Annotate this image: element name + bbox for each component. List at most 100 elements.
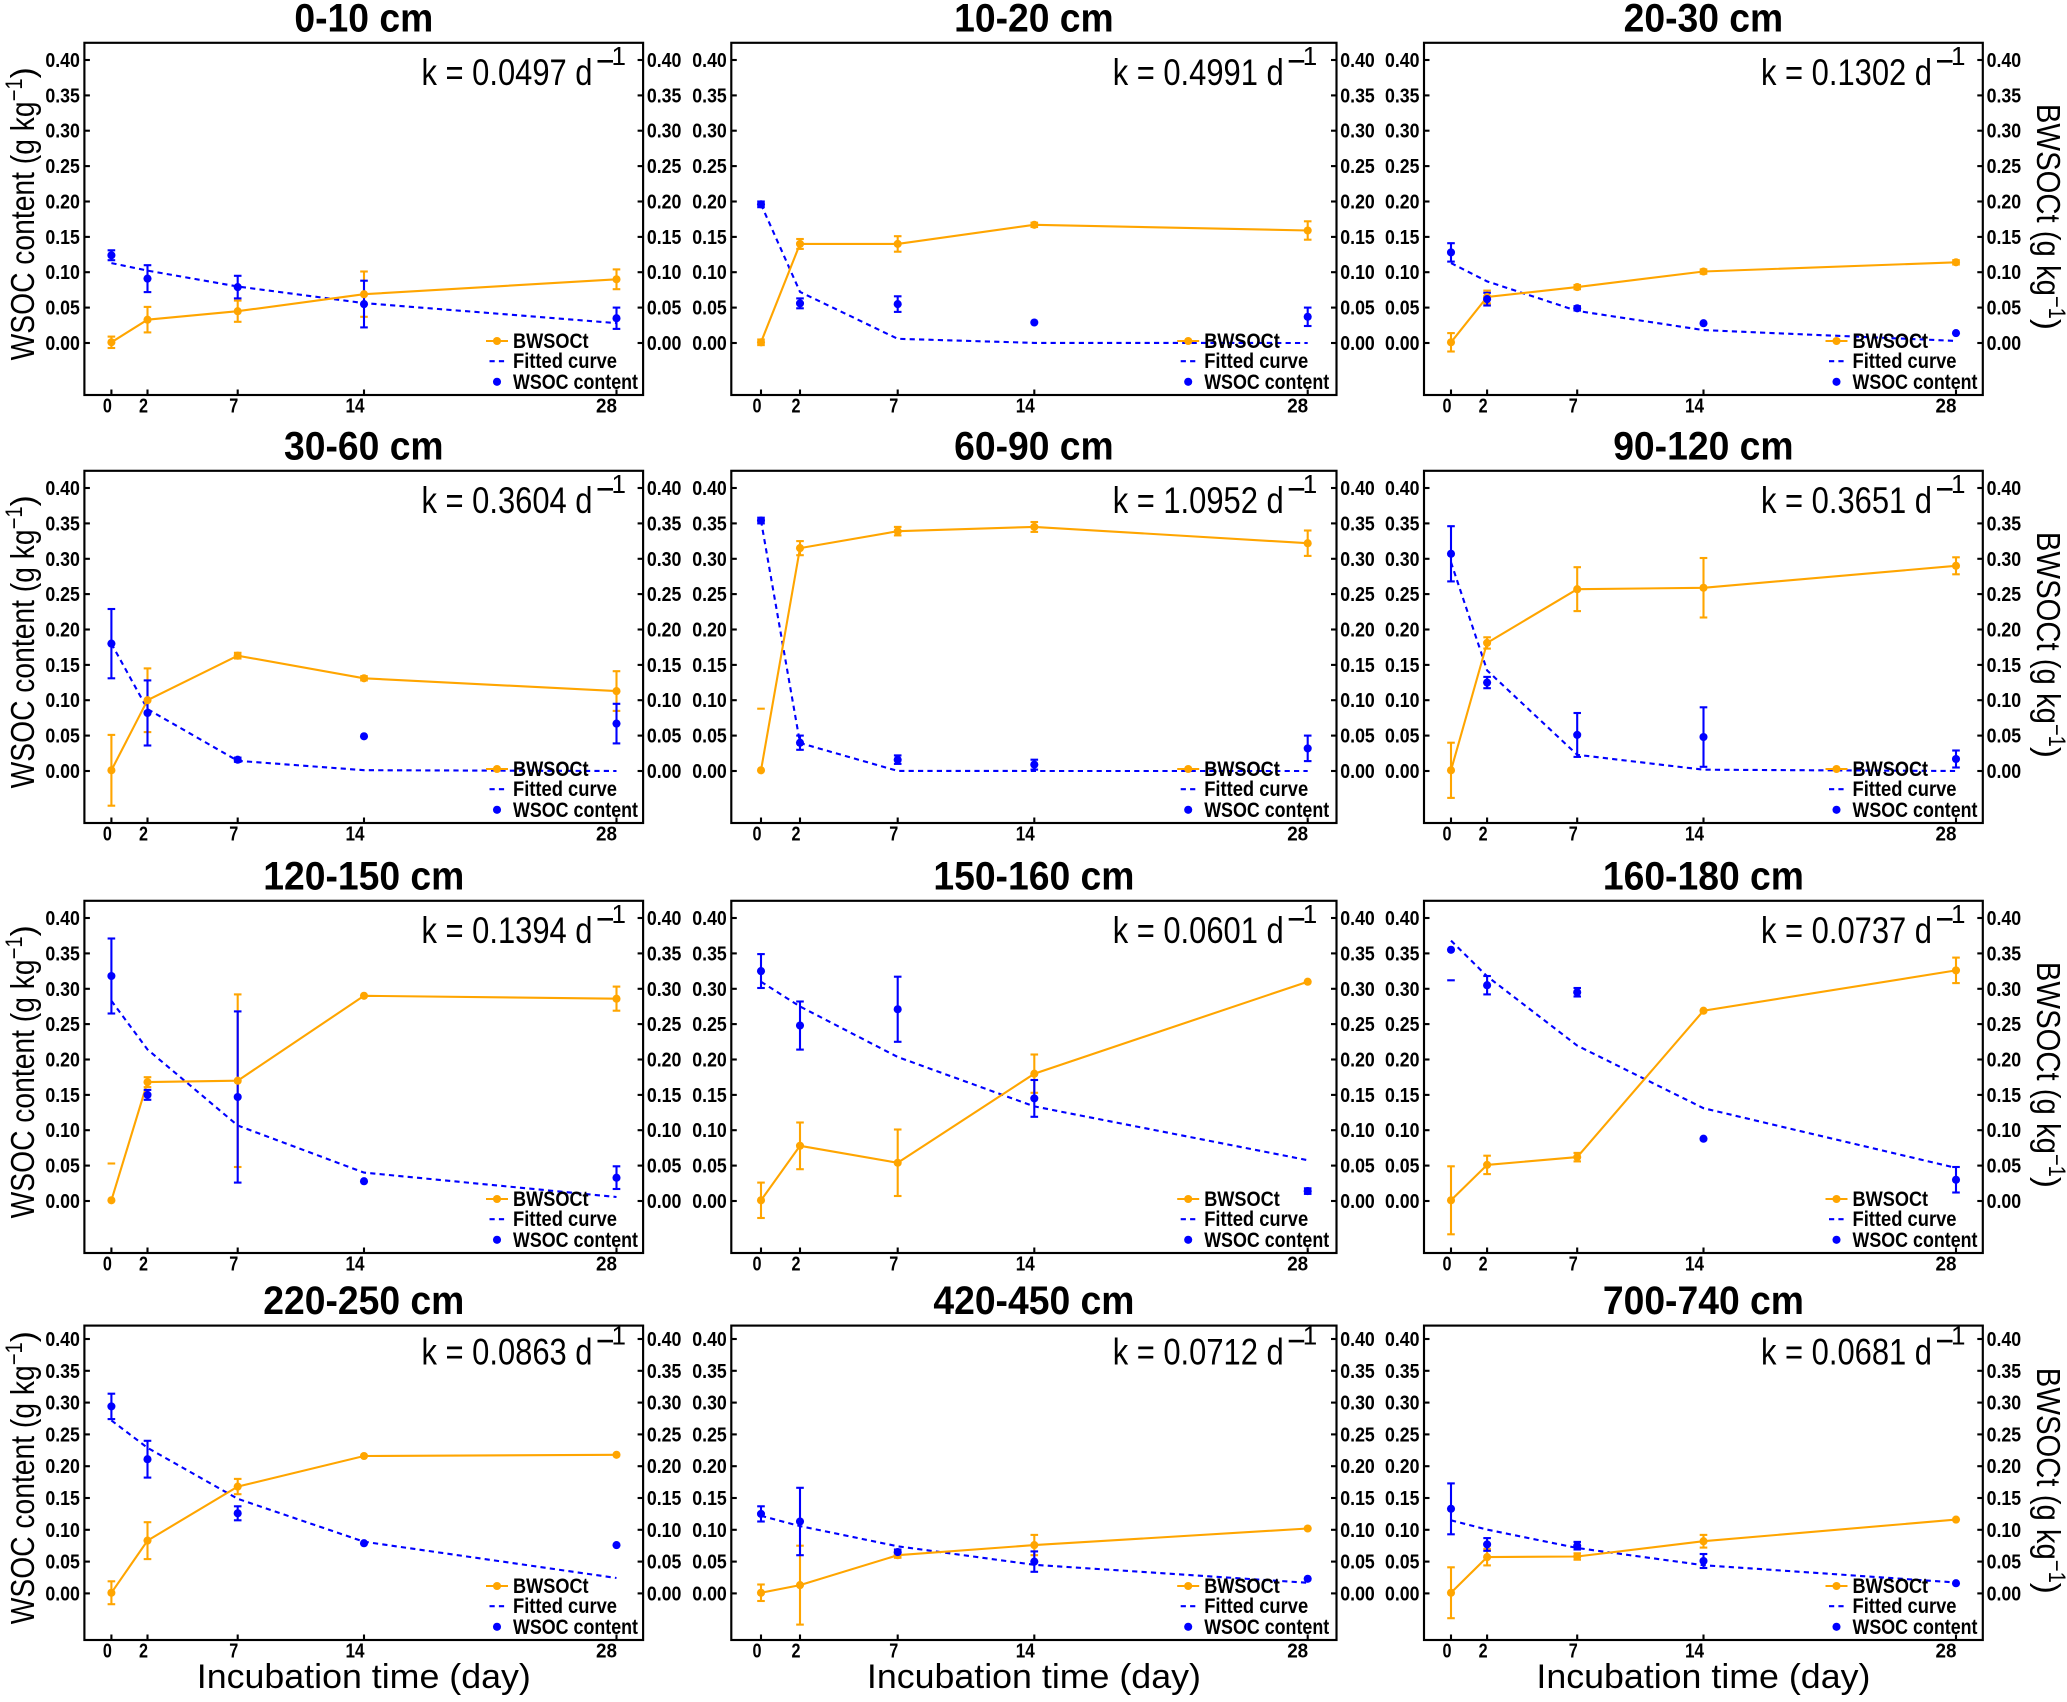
svg-text:0.10: 0.10 xyxy=(692,1519,727,1542)
svg-text:WSOC content: WSOC content xyxy=(513,1229,638,1252)
svg-text:0.40: 0.40 xyxy=(647,907,682,930)
svg-text:0.30: 0.30 xyxy=(1987,1392,2022,1415)
svg-text:0.15: 0.15 xyxy=(1987,1487,2022,1510)
svg-text:0: 0 xyxy=(753,1640,762,1663)
svg-text:BWSOCt: BWSOCt xyxy=(513,330,589,353)
svg-text:0.30: 0.30 xyxy=(1385,120,1420,143)
svg-text:0.15: 0.15 xyxy=(647,226,682,249)
svg-text:2: 2 xyxy=(139,823,148,846)
svg-text:0: 0 xyxy=(753,1253,762,1276)
svg-text:0.40: 0.40 xyxy=(647,477,682,500)
svg-text:0.15: 0.15 xyxy=(647,1084,682,1107)
svg-text:0.10: 0.10 xyxy=(1987,261,2022,284)
svg-text:0.35: 0.35 xyxy=(692,84,727,107)
svg-text:0-10 cm: 0-10 cm xyxy=(294,0,433,40)
svg-text:1: 1 xyxy=(1951,469,1965,499)
svg-text:0.35: 0.35 xyxy=(692,942,727,965)
svg-text:0.05: 0.05 xyxy=(1340,725,1375,748)
svg-text:0.40: 0.40 xyxy=(1340,49,1375,72)
svg-text:0.00: 0.00 xyxy=(1987,332,2022,355)
svg-text:0.05: 0.05 xyxy=(692,297,727,320)
svg-text:0: 0 xyxy=(753,823,762,846)
svg-text:0.25: 0.25 xyxy=(1340,583,1375,606)
svg-text:0.00: 0.00 xyxy=(1385,1582,1420,1605)
svg-text:0.35: 0.35 xyxy=(647,84,682,107)
svg-text:0: 0 xyxy=(753,395,762,418)
svg-text:BWSOCt: BWSOCt xyxy=(1853,1188,1929,1211)
svg-text:0.25: 0.25 xyxy=(1987,583,2022,606)
svg-text:WSOC content: WSOC content xyxy=(1853,371,1978,394)
svg-text:Fitted curve: Fitted curve xyxy=(1204,778,1308,801)
svg-text:0.40: 0.40 xyxy=(1385,1328,1420,1351)
svg-text:10-20 cm: 10-20 cm xyxy=(954,0,1114,40)
svg-text:k = 0.0863 d: k = 0.0863 d xyxy=(422,1332,593,1373)
svg-text:0: 0 xyxy=(1443,1640,1452,1663)
svg-text:0.10: 0.10 xyxy=(45,261,80,284)
svg-text:0.00: 0.00 xyxy=(647,760,682,783)
svg-text:0.20: 0.20 xyxy=(45,1049,80,1072)
svg-text:2: 2 xyxy=(792,823,801,846)
svg-text:0.15: 0.15 xyxy=(647,654,682,677)
svg-text:2: 2 xyxy=(792,395,801,418)
svg-text:0.25: 0.25 xyxy=(1987,155,2022,178)
svg-text:WSOC content: WSOC content xyxy=(1204,371,1329,394)
svg-text:WSOC content: WSOC content xyxy=(1853,799,1978,822)
svg-text:0.35: 0.35 xyxy=(692,1360,727,1383)
svg-text:0.10: 0.10 xyxy=(1987,689,2022,712)
svg-text:0.30: 0.30 xyxy=(1987,120,2022,143)
svg-text:150-160 cm: 150-160 cm xyxy=(933,854,1134,898)
svg-text:BWSOCt: BWSOCt xyxy=(513,758,589,781)
svg-text:28: 28 xyxy=(1287,1640,1308,1663)
svg-text:0.10: 0.10 xyxy=(45,1119,80,1142)
svg-text:0.35: 0.35 xyxy=(45,1360,80,1383)
svg-text:0.30: 0.30 xyxy=(1385,1392,1420,1415)
svg-text:0.30: 0.30 xyxy=(647,548,682,571)
svg-text:0.35: 0.35 xyxy=(647,512,682,535)
svg-text:BWSOCt: BWSOCt xyxy=(513,1575,589,1598)
svg-text:WSOC content (g kg−1): WSOC content (g kg−1) xyxy=(1,495,41,788)
svg-text:0.30: 0.30 xyxy=(1385,548,1420,571)
svg-text:14: 14 xyxy=(1016,1253,1035,1276)
svg-text:7: 7 xyxy=(889,1640,898,1663)
svg-text:0.35: 0.35 xyxy=(1987,942,2022,965)
svg-text:0.00: 0.00 xyxy=(692,1190,727,1213)
svg-text:Fitted curve: Fitted curve xyxy=(1204,1208,1308,1231)
svg-text:0: 0 xyxy=(103,823,112,846)
svg-text:0.40: 0.40 xyxy=(1385,49,1420,72)
svg-text:0.10: 0.10 xyxy=(1385,1119,1420,1142)
svg-text:WSOC content: WSOC content xyxy=(513,1616,638,1639)
svg-text:0.25: 0.25 xyxy=(1340,1013,1375,1036)
svg-text:0.00: 0.00 xyxy=(1340,1582,1375,1605)
svg-text:0.25: 0.25 xyxy=(647,1013,682,1036)
svg-text:14: 14 xyxy=(346,823,365,846)
svg-text:0.10: 0.10 xyxy=(1340,689,1375,712)
svg-text:0.35: 0.35 xyxy=(45,512,80,535)
svg-text:0.40: 0.40 xyxy=(692,1328,727,1351)
svg-text:120-150 cm: 120-150 cm xyxy=(263,854,464,898)
svg-text:60-90 cm: 60-90 cm xyxy=(954,424,1114,468)
svg-text:28: 28 xyxy=(1936,1253,1957,1276)
svg-text:0.30: 0.30 xyxy=(692,978,727,1001)
svg-text:0.15: 0.15 xyxy=(1987,1084,2022,1107)
svg-text:0.05: 0.05 xyxy=(1340,1155,1375,1178)
svg-text:0.35: 0.35 xyxy=(647,942,682,965)
svg-text:0.15: 0.15 xyxy=(1385,1487,1420,1510)
svg-text:220-250 cm: 220-250 cm xyxy=(263,1279,464,1323)
svg-text:Fitted curve: Fitted curve xyxy=(513,778,617,801)
svg-text:0.20: 0.20 xyxy=(45,619,80,642)
svg-text:0.15: 0.15 xyxy=(1340,1084,1375,1107)
svg-text:0: 0 xyxy=(1443,395,1452,418)
svg-text:0.00: 0.00 xyxy=(647,1190,682,1213)
svg-text:WSOC content (g kg−1): WSOC content (g kg−1) xyxy=(1,925,41,1218)
svg-text:BWSOCt: BWSOCt xyxy=(1204,1188,1280,1211)
svg-text:0.40: 0.40 xyxy=(1987,477,2022,500)
svg-text:0.05: 0.05 xyxy=(1385,297,1420,320)
svg-text:2: 2 xyxy=(139,395,148,418)
svg-text:0.10: 0.10 xyxy=(1340,1519,1375,1542)
svg-text:0.40: 0.40 xyxy=(45,1328,80,1351)
svg-text:28: 28 xyxy=(1287,395,1308,418)
svg-text:2: 2 xyxy=(1479,1253,1488,1276)
svg-text:0.30: 0.30 xyxy=(1385,978,1420,1001)
svg-text:2: 2 xyxy=(139,1640,148,1663)
svg-text:0.05: 0.05 xyxy=(1987,297,2022,320)
